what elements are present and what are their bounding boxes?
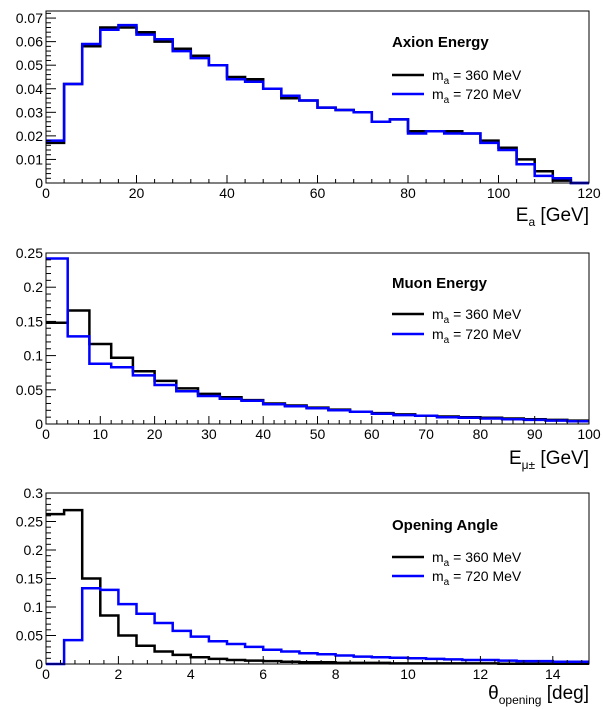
y-tick-label: 0.03 — [16, 104, 43, 120]
y-tick-label: 0.05 — [16, 57, 43, 73]
x-tick-label: 80 — [473, 426, 489, 442]
x-tick-label: 120 — [577, 185, 601, 201]
legend-symbol: m — [432, 326, 444, 342]
x-tick-label: 2 — [115, 666, 123, 682]
x-tick-label: 8 — [332, 666, 340, 682]
legend-symbol: m — [432, 86, 444, 102]
y-tick-label: 0.02 — [16, 128, 43, 144]
legend-symbol: m — [432, 568, 444, 584]
x-tick-label: 4 — [187, 666, 195, 682]
x-tick-label: 20 — [147, 426, 163, 442]
y-tick-label: 0 — [35, 175, 43, 191]
legend-entry-2: ma = 720 MeV — [432, 86, 522, 106]
series-line-2 — [46, 23, 589, 185]
x-tick-label: 10 — [93, 426, 109, 442]
x-tick-label: 12 — [473, 666, 489, 682]
x-tick-label: 40 — [219, 185, 235, 201]
y-tick-label: 0.05 — [16, 382, 43, 398]
y-tick-label: 0.25 — [16, 245, 43, 261]
y-tick-label: 0.3 — [24, 485, 44, 501]
x-tick-label: 60 — [364, 426, 380, 442]
x-axis-subscript: a — [528, 215, 535, 229]
y-tick-label: 0 — [35, 656, 43, 672]
legend-symbol: m — [432, 549, 444, 565]
legend-value: = 360 MeV — [449, 306, 522, 322]
legend-value: = 360 MeV — [449, 549, 522, 565]
legend-subscript: a — [444, 315, 450, 326]
legend-subscript: a — [444, 76, 450, 87]
legend-value: = 720 MeV — [449, 568, 522, 584]
legend-value: = 720 MeV — [449, 86, 522, 102]
legend-subscript: a — [444, 95, 450, 106]
panel-title: Opening Angle — [392, 517, 498, 534]
x-tick-label: 60 — [310, 185, 326, 201]
legend-symbol: m — [432, 67, 444, 83]
x-tick-label: 100 — [577, 426, 601, 442]
x-tick-label: 0 — [42, 666, 50, 682]
y-tick-label: 0.01 — [16, 151, 43, 167]
x-axis-symbol: E — [509, 448, 522, 469]
x-axis-title: Ea [GeV] — [516, 205, 589, 229]
legend-value: = 360 MeV — [449, 67, 522, 83]
x-tick-label: 14 — [545, 666, 561, 682]
legend-entry-1: ma = 360 MeV — [432, 306, 522, 326]
legend-subscript: a — [444, 577, 450, 588]
x-tick-label: 10 — [400, 666, 416, 682]
panel-title: Muon Energy — [392, 275, 488, 292]
x-axis-symbol: E — [516, 205, 529, 226]
panel-3: 0 2 4 6 8 10 12 14 0 0.05 0.1 0.15 0.2 0.25 0.3 θopenin… — [16, 485, 590, 707]
x-tick-label: 6 — [259, 666, 267, 682]
x-tick-label: 100 — [487, 185, 511, 201]
x-axis-unit: [GeV] — [535, 448, 589, 469]
y-tick-label: 0.1 — [24, 348, 44, 364]
y-tick-label: 0.15 — [16, 313, 43, 329]
x-tick-label: 80 — [400, 185, 416, 201]
y-tick-label: 0.2 — [24, 279, 44, 295]
x-axis-subscript: opening — [499, 693, 542, 707]
y-tick-label: 0.05 — [16, 628, 43, 644]
x-tick-label: 40 — [255, 426, 271, 442]
legend-symbol: m — [432, 306, 444, 322]
y-tick-label: 0.15 — [16, 571, 43, 587]
series-line-2 — [46, 586, 589, 666]
y-tick-label: 0.25 — [16, 514, 43, 530]
legend-entry-1: ma = 360 MeV — [432, 67, 522, 87]
y-tick-label: 0.04 — [16, 81, 43, 97]
x-axis-symbol: θ — [488, 683, 499, 704]
x-tick-label: 90 — [527, 426, 543, 442]
series-line-1 — [46, 508, 589, 665]
legend-value: = 720 MeV — [449, 326, 522, 342]
x-axis-subscript: μ± — [522, 458, 536, 472]
y-tick-label: 0.07 — [16, 10, 43, 26]
x-tick-label: 30 — [201, 426, 217, 442]
panel-title: Axion Energy — [392, 34, 489, 51]
legend-subscript: a — [444, 558, 450, 569]
series-line-2 — [46, 257, 589, 423]
x-tick-label: 50 — [310, 426, 326, 442]
y-tick-label: 0.06 — [16, 34, 43, 50]
x-tick-label: 70 — [418, 426, 434, 442]
legend-subscript: a — [444, 335, 450, 346]
y-tick-label: 0.2 — [24, 542, 44, 558]
legend-entry-1: ma = 360 MeV — [432, 549, 522, 569]
panel-1: 0 20 40 60 80 100 120 0 0.01 0.02 0.03 0.04 0.05 0.06… — [16, 10, 601, 229]
x-tick-label: 0 — [42, 426, 50, 442]
x-tick-label: 20 — [129, 185, 145, 201]
x-axis-unit: [GeV] — [535, 205, 589, 226]
x-axis-title: θopening [deg] — [488, 683, 589, 707]
y-tick-label: 0 — [35, 416, 43, 432]
legend-entry-2: ma = 720 MeV — [432, 568, 522, 588]
x-axis-unit: [deg] — [541, 683, 589, 704]
legend-entry-2: ma = 720 MeV — [432, 326, 522, 346]
panel-2: 0 10 20 30 40 50 60 70 80 90 100 0 0.05 0.1 0.15 0.2 0.2… — [16, 245, 601, 472]
x-tick-label: 0 — [42, 185, 50, 201]
y-tick-label: 0.1 — [24, 599, 44, 615]
x-axis-title: Eμ± [GeV] — [509, 448, 589, 472]
